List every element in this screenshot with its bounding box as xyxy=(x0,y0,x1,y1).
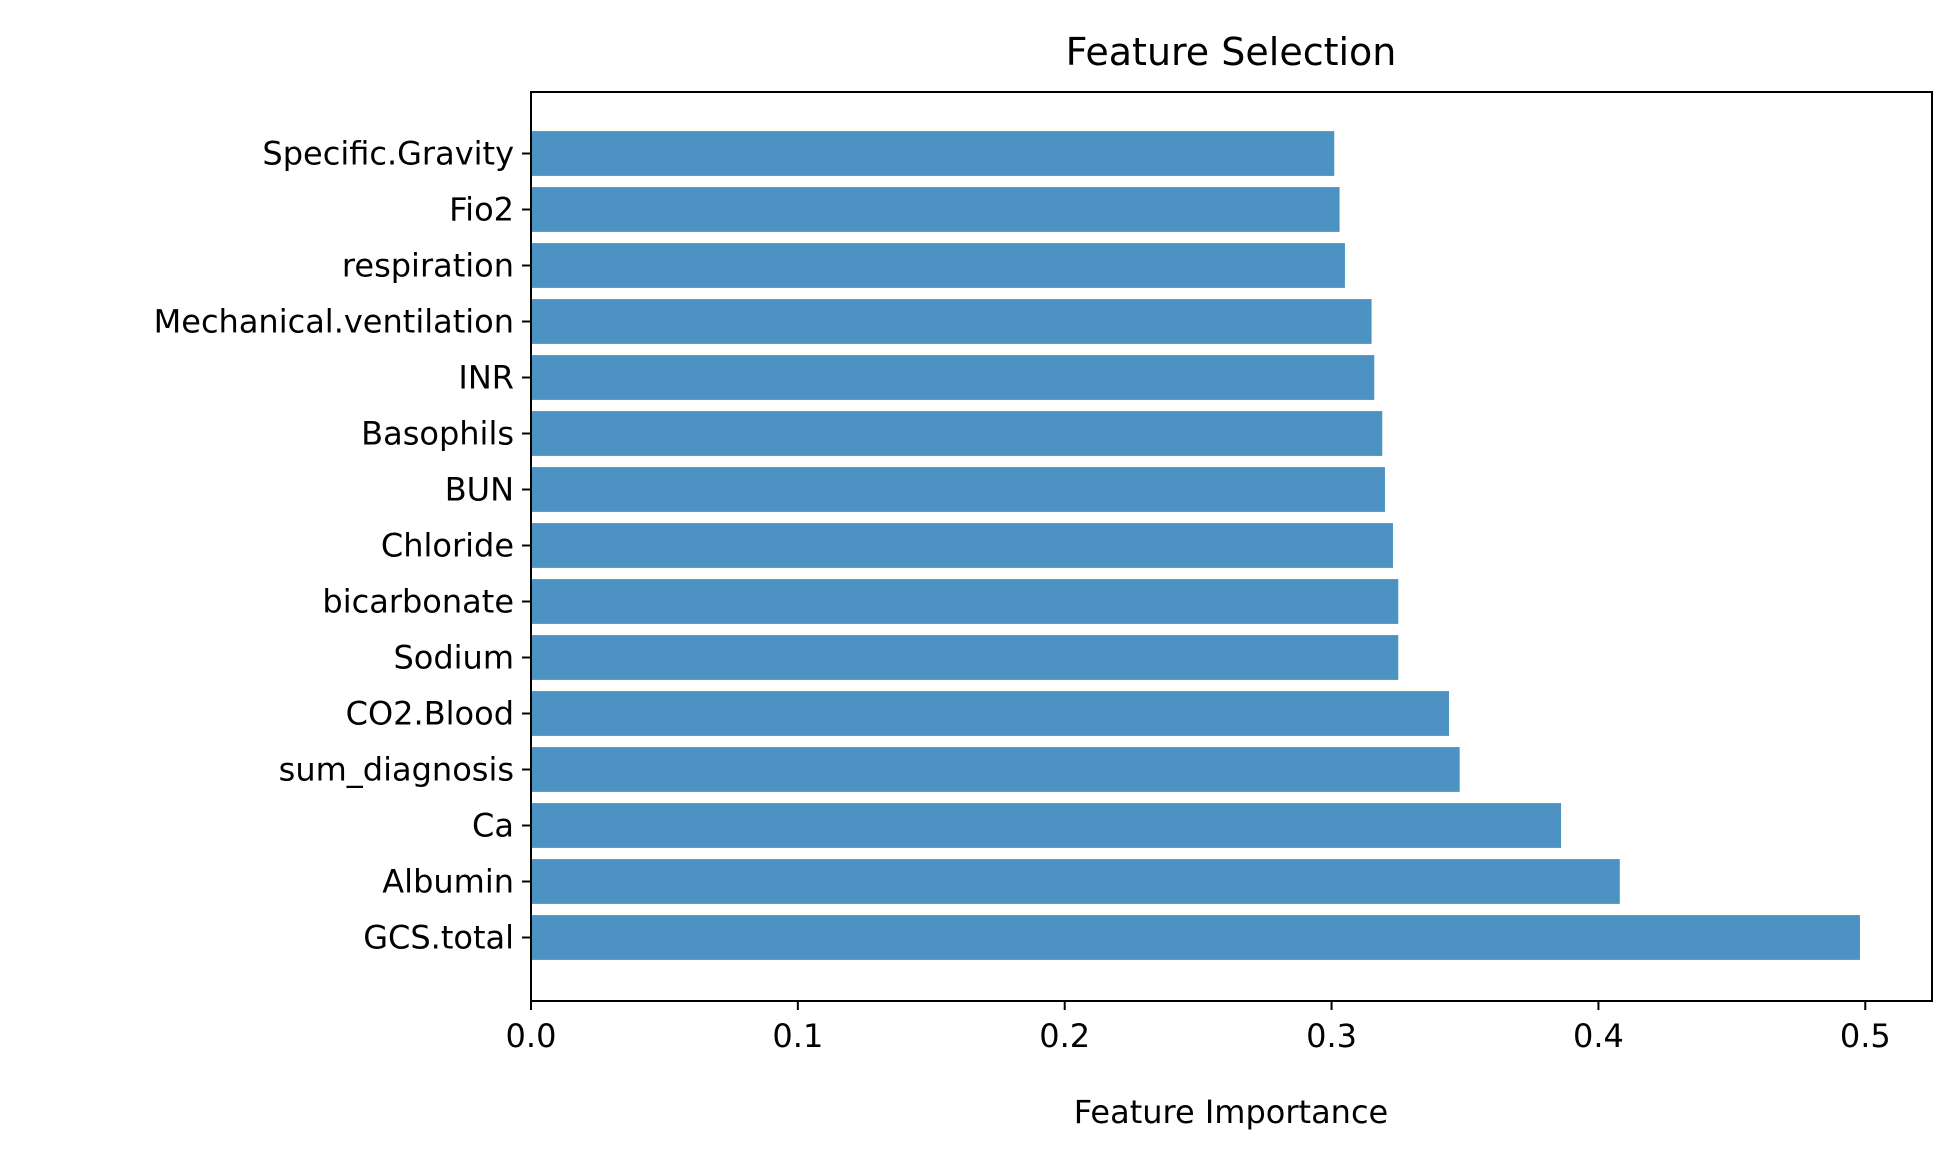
y-tick-label: Ca xyxy=(472,807,514,845)
x-tick-label: 0.1 xyxy=(772,1017,823,1055)
x-tick-label: 0.5 xyxy=(1840,1017,1891,1055)
y-tick-label: Chloride xyxy=(381,527,514,565)
bar-bicarbonate xyxy=(531,579,1399,624)
x-axis-ticks: 0.0 0.1 0.2 0.3 0.4 0.5 xyxy=(506,1001,1891,1055)
x-axis-label: Feature Importance xyxy=(1074,1093,1388,1131)
x-tick-label: 0.4 xyxy=(1573,1017,1624,1055)
y-tick-label: Fio2 xyxy=(449,191,514,229)
bar-sum-diagnosis xyxy=(531,747,1460,792)
bar-albumin xyxy=(531,859,1620,904)
y-tick-label: Specific.Gravity xyxy=(262,135,514,173)
bar-ca xyxy=(531,803,1562,848)
y-tick-label: respiration xyxy=(342,247,514,285)
y-tick-label: CO2.Blood xyxy=(346,695,514,733)
y-tick-label: BUN xyxy=(445,471,514,509)
y-tick-label: bicarbonate xyxy=(322,583,514,621)
chart-title: Feature Selection xyxy=(1066,30,1397,74)
bars-group xyxy=(531,131,1860,960)
plot-frame xyxy=(530,91,1933,1002)
bar-co2-blood xyxy=(531,691,1449,736)
bar-specific-gravity xyxy=(531,131,1335,176)
bar-basophils xyxy=(531,411,1383,456)
y-tick-label: Basophils xyxy=(361,415,514,453)
y-tick-label: Sodium xyxy=(393,639,514,677)
y-tick-label: Mechanical.ventilation xyxy=(154,303,514,341)
bar-gcs-total xyxy=(531,915,1860,960)
y-tick-label: GCS.total xyxy=(363,919,514,957)
y-tick-label: Albumin xyxy=(382,863,514,901)
x-tick-label: 0.3 xyxy=(1306,1017,1357,1055)
bar-chloride xyxy=(531,523,1393,568)
x-tick-label: 0.0 xyxy=(506,1017,557,1055)
bar-inr xyxy=(531,355,1375,400)
y-tick-label: INR xyxy=(458,359,514,397)
bar-respiration xyxy=(531,243,1345,288)
y-tick-label: sum_diagnosis xyxy=(279,751,514,789)
bar-mechanical-ventilation xyxy=(531,299,1372,344)
y-axis-ticks: GCS.total Albumin Ca sum_diagnosis CO2.Blood… xyxy=(154,135,531,957)
bar-fio2 xyxy=(531,187,1340,232)
bar-sodium xyxy=(531,635,1399,680)
bar-bun xyxy=(531,467,1385,512)
x-tick-label: 0.2 xyxy=(1039,1017,1090,1055)
